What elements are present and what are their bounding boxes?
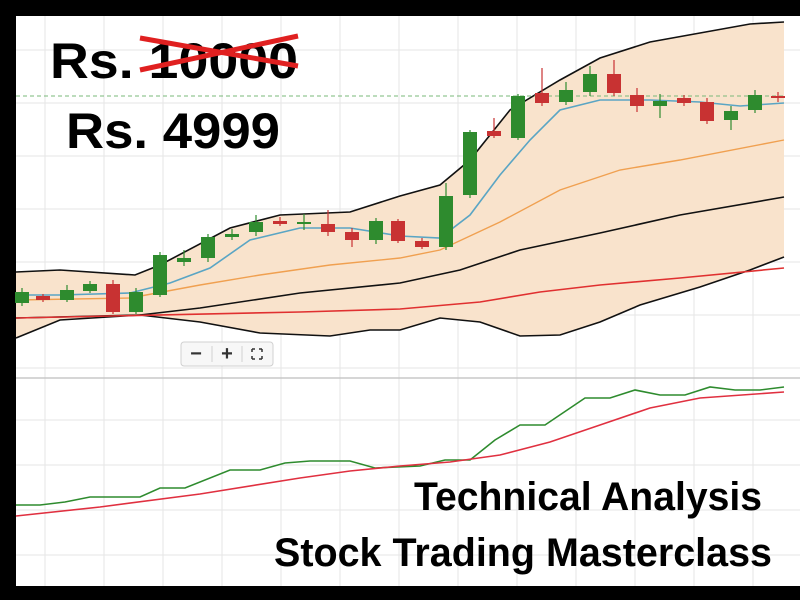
candle-body [724,111,738,120]
candle-body [129,292,143,312]
lower-band [15,256,785,339]
candle-body [463,132,477,195]
course-title: Technical Analysis [414,475,762,519]
candle-body [653,101,667,106]
candle-body [83,284,97,291]
candle-body [106,284,120,312]
candle-body [297,222,311,224]
zoom-control: − + [180,341,274,367]
candle-body [321,224,335,232]
candle-body [201,237,215,258]
candle-body [369,221,383,240]
signal-line [15,391,785,517]
long-average [15,196,785,319]
candle-body [607,74,621,93]
candle-body [511,96,525,138]
zoom-in[interactable]: + [221,343,233,365]
candle-body [225,234,239,237]
candle-body [439,196,453,247]
strike-line [139,35,299,69]
discounted-price: Rs. 4999 [66,103,280,159]
candle-body [700,102,714,121]
candle-body [559,90,573,102]
candle-body [630,95,644,106]
zoom-out[interactable]: − [190,343,202,365]
upper-band [15,21,785,276]
candle-body [36,296,50,300]
candle-body [748,95,762,110]
candle-body [415,241,429,247]
orange-average [15,139,785,301]
candle-body [15,292,29,303]
candle-body [583,74,597,92]
zoom-box [180,341,274,367]
candle-body [60,290,74,300]
fullscreen-icon[interactable] [251,348,263,360]
candle-body [177,258,191,262]
candle-body [249,222,263,232]
candles [15,60,785,314]
candle-body [391,221,405,241]
candle-body [487,131,501,136]
candle-body [153,255,167,295]
candle-body [345,232,359,240]
candle-body [771,96,785,98]
candle-body [273,221,287,224]
course-subtitle: Stock Trading Masterclass [274,531,772,575]
candle-body [677,98,691,103]
candle-body [535,93,549,103]
red-average [15,267,785,319]
